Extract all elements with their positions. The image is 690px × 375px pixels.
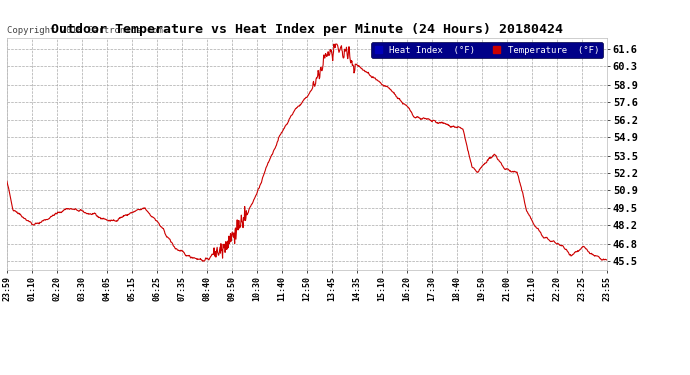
Text: Copyright 2018 Cartronics.com: Copyright 2018 Cartronics.com	[7, 26, 163, 35]
Legend: Heat Index  (°F), Temperature  (°F): Heat Index (°F), Temperature (°F)	[371, 42, 602, 58]
Title: Outdoor Temperature vs Heat Index per Minute (24 Hours) 20180424: Outdoor Temperature vs Heat Index per Mi…	[51, 23, 563, 36]
